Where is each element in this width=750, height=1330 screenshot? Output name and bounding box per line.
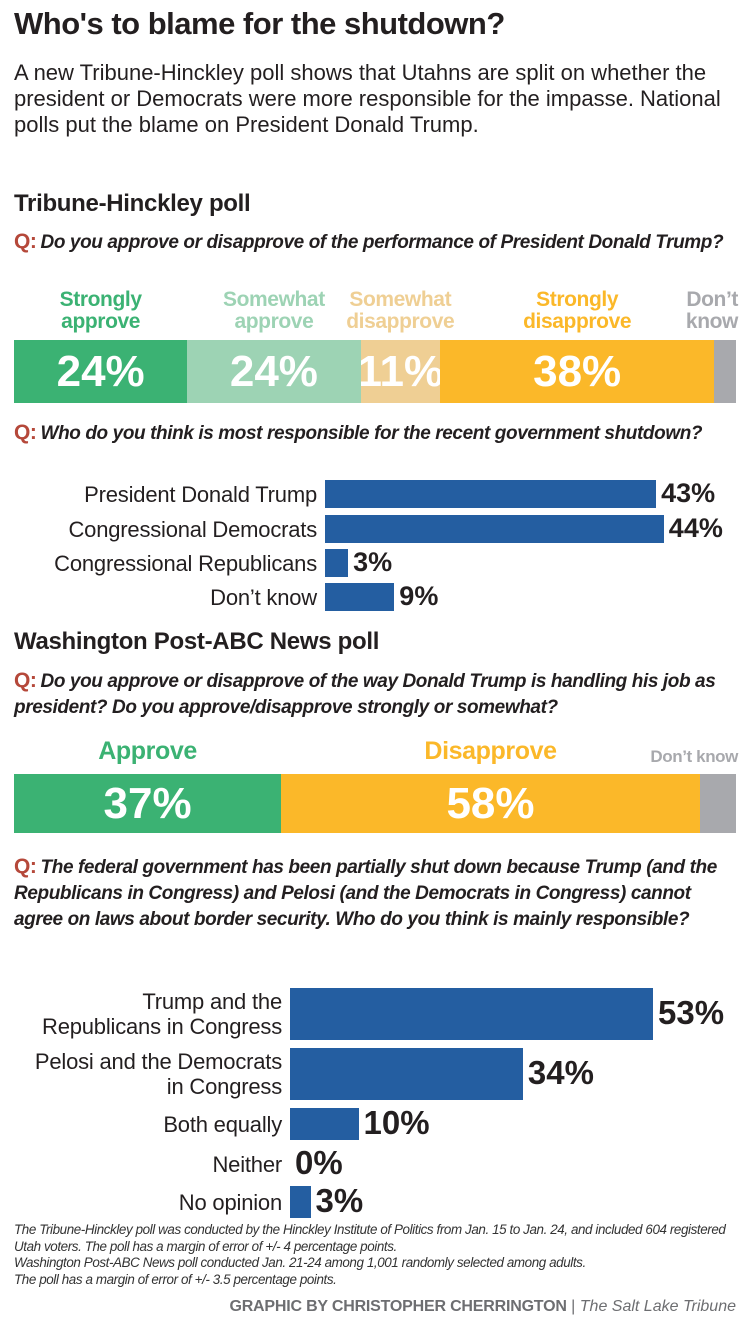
legend-label-somewhat-approve: Somewhat approve (222, 288, 325, 333)
q-marker: Q: (14, 669, 37, 692)
question-text: Who do you think is most responsible for… (40, 423, 703, 444)
bar-segment-somewhat-disapprove: 11% (360, 340, 440, 403)
byline: GRAPHIC BY CHRISTOPHER CHERRINGTON (229, 1298, 567, 1315)
value-label-neither: 0% (295, 1144, 343, 1182)
q-marker: Q: (14, 230, 37, 253)
bar-label-trump-and-the-republicans-in-congress: Trump and the Republicans in Congress (42, 989, 282, 1039)
bar-segment-strongly-disapprove: 38% (439, 340, 715, 403)
bar-label-congressional-republicans: Congressional Republicans (54, 550, 317, 576)
legend-label-somewhat-disapprove: Somewhat disapprove (346, 288, 455, 333)
footnote: The poll has a margin of error of +/- 3.… (14, 1271, 337, 1287)
value-label-no-opinion: 3% (315, 1182, 364, 1220)
value-label-pelosi-and-the-democrats-in-congress: 34% (527, 1054, 594, 1092)
value-label-president-donald-trump: 43% (661, 477, 716, 508)
question-4: Q: The federal government has been partia… (14, 854, 744, 933)
value-label-don-t-know: 9% (399, 580, 439, 611)
credit-line: GRAPHIC BY CHRISTOPHER CHERRINGTON | The… (229, 1298, 736, 1316)
legend-label-disapprove: Disapprove (424, 737, 557, 765)
bar-segment-strongly-approve: 24% (14, 340, 188, 403)
q-marker: Q: (14, 855, 37, 878)
bar-label-pelosi-and-the-democrats-in-congress: Pelosi and the Democrats in Congress (34, 1049, 282, 1099)
bar-segment-somewhat-approve: 24% (187, 340, 361, 403)
legend-label-approve: Approve (98, 737, 197, 765)
legend-label-don-t-know: Don’t know (685, 288, 738, 333)
bar-label-neither: Neither (212, 1151, 282, 1177)
question-3: Q: Do you approve or disapprove of the wa… (14, 668, 744, 721)
section-title-tribune: Tribune-Hinckley poll (14, 190, 251, 217)
bar-don-t-know (325, 583, 395, 611)
bar-label-president-donald-trump: President Donald Trump (84, 481, 317, 507)
bar-label-both-equally: Both equally (163, 1111, 282, 1137)
subtitle: A new Tribune-Hinckley poll shows that U… (14, 60, 721, 137)
bar-segment-don-t-know (714, 340, 736, 403)
legend-label-don-t-know: Don’t know (650, 747, 738, 766)
value-label-trump-and-the-republicans-in-congress: 53% (658, 994, 725, 1032)
bar-segment-don-t-know (699, 774, 736, 833)
section-title-wapo: Washington Post-ABC News poll (14, 628, 380, 655)
q-marker: Q: (14, 421, 37, 444)
bar-segment-disapprove: 58% (281, 774, 700, 833)
bar-president-donald-trump (325, 480, 657, 508)
value-label-congressional-democrats: 44% (668, 512, 723, 543)
separator: | (571, 1298, 576, 1315)
bar-segment-approve: 37% (14, 774, 282, 833)
question-text: The federal government has been partiall… (14, 857, 717, 930)
bar-label-no-opinion: No opinion (178, 1189, 282, 1215)
value-label-both-equally: 10% (363, 1104, 430, 1142)
page-title: Who's to blame for the shutdown? (14, 6, 505, 41)
footnote: The Tribune-Hinckley poll was conducted … (14, 1222, 726, 1254)
bar-label-congressional-democrats: Congressional Democrats (68, 516, 317, 542)
bar-both-equally (290, 1108, 359, 1140)
question-text: Do you approve or disapprove of the way … (14, 671, 716, 718)
value-label-congressional-republicans: 3% (353, 546, 393, 577)
bar-pelosi-and-the-democrats-in-congress (290, 1048, 523, 1100)
legend-label-strongly-approve: Strongly approve (59, 288, 142, 333)
question-1: Q: Do you approve or disapprove of the pe… (14, 229, 744, 256)
question-text: Do you approve or disapprove of the perf… (40, 232, 724, 253)
bar-label-don-t-know: Don’t know (210, 584, 317, 610)
bar-congressional-republicans (325, 549, 349, 577)
footnotes: The Tribune-Hinckley poll was conducted … (14, 1222, 744, 1288)
bar-trump-and-the-republicans-in-congress (290, 988, 654, 1040)
question-2: Q: Who do you think is most responsible f… (14, 420, 744, 447)
bar-no-opinion (290, 1186, 311, 1218)
publication: The Salt Lake Tribune (579, 1298, 736, 1315)
legend-label-strongly-disapprove: Strongly disapprove (523, 288, 632, 333)
footnote: Washington Post-ABC News poll conducted … (14, 1255, 586, 1270)
bar-congressional-democrats (325, 515, 664, 543)
